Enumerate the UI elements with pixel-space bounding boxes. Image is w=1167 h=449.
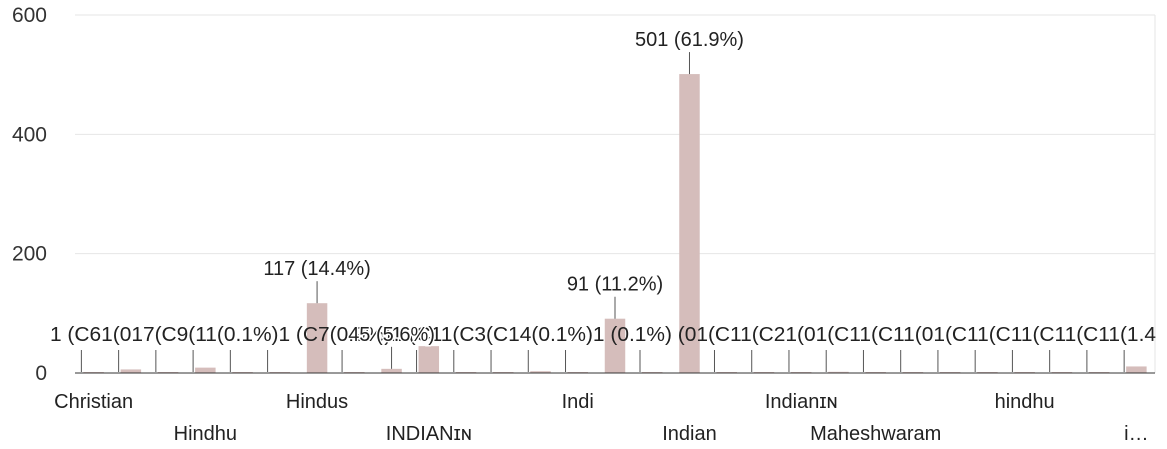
x-tick-label: Hindhu (174, 423, 237, 445)
x-tick-label: Maheshwaram (810, 423, 941, 445)
bar (120, 369, 142, 373)
gridlines (75, 14, 1156, 373)
x-tick-label: Christian (54, 391, 133, 413)
bar (604, 318, 626, 373)
x-tick-label: Indian (662, 423, 717, 445)
x-tick-label: i… (1124, 423, 1148, 445)
bar (1126, 366, 1147, 373)
bar (828, 371, 849, 373)
bar (530, 371, 551, 373)
y-tick-label: 200 (12, 243, 47, 266)
x-axis-labels: Christian Hindhu Hindus INDIANɪɴ Indi Indian I… (54, 391, 1148, 445)
y-tick-label: 400 (12, 123, 47, 146)
x-tick-label: INDIANɪɴ (386, 423, 472, 445)
bar (381, 368, 402, 373)
bar (306, 303, 328, 373)
label-leaders (80, 350, 1125, 372)
y-axis: 0 200 400 600 (12, 4, 47, 385)
data-label: 45 (5.6%) (348, 324, 435, 346)
bar (195, 367, 216, 373)
x-tick-label: Indi (562, 391, 594, 413)
data-label: 91 (11.2%) (567, 274, 663, 296)
bar (418, 346, 440, 373)
y-tick-label: 0 (35, 362, 47, 385)
data-label: 501 (61.9%) (635, 29, 744, 51)
data-label: 117 (14.4%) (263, 258, 370, 280)
data-labels: 117 (14.4%) 45 (5.6%) 91 (11.2%) 501 (61.9%… (262, 28, 745, 369)
x-tick-label: Hindus (286, 391, 348, 413)
x-tick-label: Indianɪɴ (765, 391, 838, 413)
overlapping-data-labels: 1 (C61(017(C9(11(0.1%)1 (C7(0.9%)1 (C11(… (50, 324, 1156, 346)
bar (679, 74, 700, 373)
x-tick-label: hindhu (995, 391, 1055, 413)
y-tick-label: 600 (12, 4, 47, 27)
